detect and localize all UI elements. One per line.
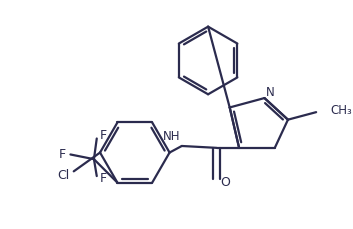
Text: NH: NH — [162, 130, 180, 143]
Text: N: N — [267, 86, 275, 99]
Text: O: O — [220, 176, 230, 189]
Text: F: F — [59, 148, 66, 161]
Text: F: F — [100, 129, 107, 142]
Text: CH₃: CH₃ — [330, 104, 352, 117]
Text: F: F — [100, 172, 107, 185]
Text: Cl: Cl — [58, 169, 70, 182]
